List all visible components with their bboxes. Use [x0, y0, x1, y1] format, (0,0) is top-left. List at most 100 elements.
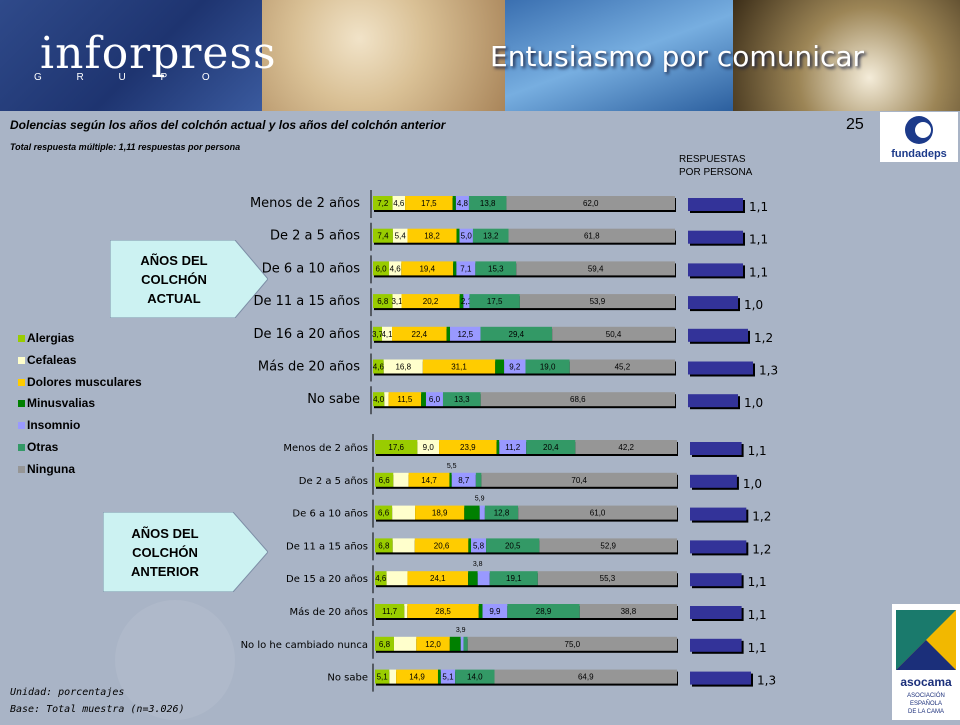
- responses-bar-actual-mas-de-20-anos: [688, 361, 753, 375]
- bar-segment-actual-de-6-a-10-anos-otras: [475, 261, 517, 276]
- category-label-anterior-mas-de-20-anos: Más de 20 años: [289, 606, 368, 618]
- bar-segment-actual-de-16-a-20-anos-cefaleas: [382, 326, 393, 341]
- data-label-actual-mas-de-20-anos-cefaleas: 16,8: [395, 363, 411, 372]
- bar-segment-actual-de-11-a-15-anos-otras: [469, 294, 520, 309]
- data-label-anterior-de-6-a-10-anos-ninguna: 61,0: [590, 509, 606, 518]
- data-label-anterior-no-lo-he-cambiado-nunca-alergias: 6,8: [379, 640, 391, 649]
- data-label-actual-menos-de-2-anos-otras: 13,8: [480, 199, 496, 208]
- bar-segment-actual-no-sabe-alergias: [373, 392, 385, 407]
- data-label-anterior-de-15-a-20-anos-alergias: 4,6: [375, 574, 387, 583]
- above-label-anterior-de-6-a-10-anos: 5,9: [475, 496, 485, 503]
- responses-bar-anterior-no-lo-he-cambiado-nunca: [690, 638, 742, 652]
- data-label-actual-de-2-a-5-anos-alergias: 7,4: [377, 232, 389, 241]
- fundadeps-logo-text: fundadeps: [891, 148, 947, 160]
- bar-segment-actual-mas-de-20-anos-minusvalias: [495, 359, 505, 374]
- responses-label-actual-de-11-a-15-anos: 1,0: [744, 298, 763, 312]
- inforpress-logo: inforpress: [40, 28, 277, 79]
- bar-segment-actual-de-6-a-10-anos-cefaleas: [389, 261, 402, 276]
- section-label-actual: AÑOS DEL COLCHÓN ACTUAL: [109, 239, 269, 319]
- bar-segment-anterior-de-6-a-10-anos-dolores-musculares: [415, 505, 465, 520]
- data-label-anterior-de-2-a-5-anos-insomnio: 8,7: [458, 476, 470, 485]
- legend-label: Dolores musculares: [27, 374, 142, 389]
- responses-bar-actual-no-sabe: [688, 394, 738, 408]
- bar-segment-anterior-de-6-a-10-anos-alergias: [375, 505, 393, 520]
- data-label-anterior-de-11-a-15-anos-otras: 20,5: [505, 541, 521, 550]
- bar-segment-actual-de-2-a-5-anos-minusvalias: [456, 228, 460, 243]
- data-label-actual-de-11-a-15-anos-otras: 17,5: [487, 297, 503, 306]
- bar-segment-anterior-de-15-a-20-anos-dolores-musculares: [407, 571, 469, 586]
- bar-segment-anterior-de-2-a-5-anos-ninguna: [481, 472, 677, 487]
- bar-segment-actual-de-2-a-5-anos-insomnio: [459, 228, 473, 243]
- data-label-actual-de-16-a-20-anos-dolores-musculares: 22,4: [412, 330, 428, 339]
- above-label-anterior-no-lo-he-cambiado-nunca: 3,9: [456, 627, 466, 634]
- legend-swatch: [18, 378, 25, 386]
- bar-segment-anterior-no-lo-he-cambiado-nunca-insomnio: [460, 636, 464, 651]
- bar-segment-anterior-de-15-a-20-anos-otras: [489, 571, 538, 586]
- responses-bar-actual-de-11-a-15-anos: [688, 296, 738, 310]
- bar-segment-anterior-no-sabe-ninguna: [494, 669, 677, 684]
- data-label-actual-mas-de-20-anos-alergias: 4,6: [373, 363, 385, 372]
- responses-label-anterior-no-lo-he-cambiado-nunca: 1,1: [748, 641, 767, 655]
- legend-swatch: [18, 335, 25, 342]
- asocama-sub-2: ESPAÑOLA: [910, 700, 942, 707]
- bar-segment-actual-de-2-a-5-anos-alergias: [373, 228, 393, 243]
- data-label-anterior-de-11-a-15-anos-dolores-musculares: 20,6: [434, 541, 450, 550]
- bar-segment-actual-de-11-a-15-anos-dolores-musculares: [401, 294, 460, 309]
- data-label-anterior-no-sabe-ninguna: 64,9: [578, 673, 594, 682]
- section-anterior-line-1: AÑOS DEL: [131, 526, 198, 541]
- data-label-anterior-no-sabe-otras: 14,0: [467, 673, 483, 682]
- bar-segment-actual-menos-de-2-anos-minusvalias: [452, 196, 456, 210]
- bar-segment-actual-menos-de-2-anos-otras: [468, 196, 507, 210]
- bar-segment-actual-de-11-a-15-anos-insomnio: [463, 294, 470, 309]
- category-label-actual-no-sabe: No sabe: [307, 392, 360, 407]
- bar-segment-actual-de-16-a-20-anos-minusvalias: [446, 326, 451, 341]
- category-label-actual-de-11-a-15-anos: De 11 a 15 años: [253, 294, 360, 309]
- legend-label: Minusvalias: [27, 396, 96, 411]
- bar-segment-anterior-mas-de-20-anos-cefaleas: [404, 604, 408, 618]
- data-label-anterior-mas-de-20-anos-ninguna: 38,8: [621, 607, 637, 616]
- bar-segment-actual-no-sabe-otras: [442, 392, 481, 407]
- data-label-actual-de-16-a-20-anos-otras: 29,4: [509, 330, 525, 339]
- bar-segment-anterior-mas-de-20-anos-insomnio: [482, 604, 508, 618]
- data-label-anterior-de-2-a-5-anos-dolores-musculares: 14,7: [421, 476, 437, 485]
- bar-segment-actual-de-6-a-10-anos-ninguna: [516, 261, 675, 276]
- bar-segment-anterior-de-15-a-20-anos-alergias: [375, 571, 387, 586]
- data-label-anterior-no-lo-he-cambiado-nunca-dolores-musculares: 12,0: [425, 640, 441, 649]
- bar-segment-anterior-no-lo-he-cambiado-nunca-cefaleas: [393, 636, 417, 651]
- responses-label-anterior-mas-de-20-anos: 1,1: [748, 608, 767, 622]
- bar-segment-anterior-de-6-a-10-anos-insomnio: [479, 505, 485, 520]
- footer-unit: Unidad: porcentajes: [10, 687, 125, 698]
- bar-segment-actual-no-sabe-minusvalias: [421, 392, 426, 407]
- legend-swatch: [18, 356, 25, 364]
- bar-segment-anterior-no-sabe-cefaleas: [389, 669, 397, 684]
- bar-segment-actual-de-2-a-5-anos-cefaleas: [392, 228, 408, 243]
- logo-grupo-text: G R U P O: [34, 72, 226, 83]
- section-actual-line-1: AÑOS DEL: [140, 253, 207, 268]
- data-label-actual-de-16-a-20-anos-ninguna: 50,4: [606, 330, 622, 339]
- data-label-anterior-de-11-a-15-anos-insomnio: 5,8: [473, 541, 485, 550]
- responses-bar-actual-de-6-a-10-anos: [688, 263, 743, 277]
- data-label-anterior-menos-de-2-anos-ninguna: 42,2: [618, 443, 634, 452]
- bar-segment-anterior-no-lo-he-cambiado-nunca-minusvalias: [449, 636, 461, 651]
- bar-segment-anterior-de-2-a-5-anos-insomnio: [451, 472, 476, 487]
- data-label-actual-mas-de-20-anos-insomnio: 9,2: [509, 363, 521, 372]
- responses-bar-actual-menos-de-2-anos: [688, 198, 743, 211]
- bar-segment-anterior-mas-de-20-anos-alergias: [375, 604, 405, 618]
- responses-label-anterior-de-15-a-20-anos: 1,1: [748, 575, 767, 589]
- bar-segment-anterior-de-2-a-5-anos-dolores-musculares: [408, 472, 450, 487]
- bar-segment-anterior-mas-de-20-anos-dolores-musculares: [407, 604, 479, 618]
- data-label-actual-de-11-a-15-anos-insomnio: 2,1: [461, 297, 473, 306]
- bar-segment-anterior-no-lo-he-cambiado-nunca-otras: [463, 636, 468, 651]
- category-label-anterior-menos-de-2-anos: Menos de 2 años: [283, 443, 368, 454]
- data-label-anterior-de-15-a-20-anos-dolores-musculares: 24,1: [430, 574, 446, 583]
- bar-segment-anterior-menos-de-2-anos-cefaleas: [417, 440, 440, 454]
- bar-segment-actual-mas-de-20-anos-otras: [525, 359, 570, 374]
- bar-segment-anterior-no-sabe-minusvalias: [437, 669, 441, 684]
- bar-segment-actual-de-16-a-20-anos-otras: [480, 326, 553, 341]
- bar-segment-actual-de-16-a-20-anos-dolores-musculares: [392, 326, 447, 341]
- section-anterior-line-3: ANTERIOR: [131, 564, 200, 579]
- footer-base: Base: Total muestra (n=3.026): [10, 704, 185, 715]
- bar-segment-anterior-de-11-a-15-anos-ninguna: [539, 538, 677, 553]
- data-label-anterior-de-6-a-10-anos-alergias: 6,6: [378, 509, 390, 518]
